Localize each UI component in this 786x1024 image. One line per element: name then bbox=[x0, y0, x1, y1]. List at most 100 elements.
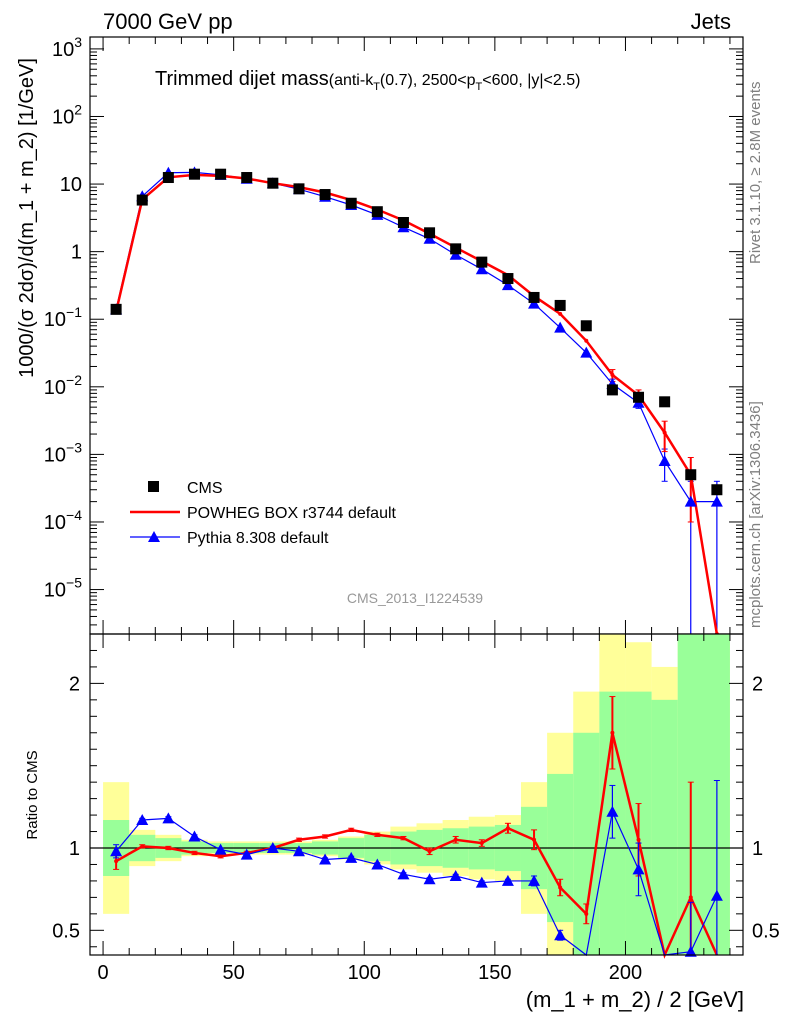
cms-point bbox=[293, 183, 305, 195]
y-tick-label: 103 bbox=[52, 34, 82, 61]
cms-point bbox=[554, 299, 566, 311]
legend-marker-cms bbox=[148, 481, 159, 492]
powheg-point bbox=[584, 338, 589, 343]
pythia-ratio-point bbox=[162, 812, 175, 824]
plot-title: Trimmed dijet mass(anti-kT(0.7), 2500<pT… bbox=[155, 68, 580, 93]
pythia-ratio-point bbox=[632, 863, 645, 875]
ratio-plot-panel: 0.5 0.5 1 1 2 2 0 50 100 150 200 bbox=[52, 633, 780, 984]
pythia-ratio-point bbox=[710, 889, 723, 901]
legend-label-powheg: POWHEG BOX r3744 default bbox=[187, 505, 397, 522]
x-tick-label: 150 bbox=[478, 962, 511, 984]
powheg-ratio-point bbox=[349, 827, 354, 832]
pythia-ratio-point bbox=[449, 869, 462, 881]
powheg-ratio-point bbox=[427, 849, 432, 854]
process-label: Jets bbox=[691, 9, 731, 34]
powheg-ratio-line bbox=[115, 732, 719, 959]
powheg-ratio-point bbox=[505, 826, 510, 831]
x-axis-label: (m_1 + m_2) / 2 [GeV] bbox=[526, 987, 744, 1012]
ratio-y-tick-label-left: 1 bbox=[69, 838, 80, 860]
pythia-point bbox=[554, 321, 567, 333]
cms-point bbox=[711, 484, 723, 496]
powheg-ratio-point bbox=[140, 844, 145, 849]
cms-point bbox=[450, 243, 462, 255]
powheg-ratio-point bbox=[636, 837, 641, 842]
pythia-line bbox=[115, 171, 717, 503]
x-tick-label: 50 bbox=[223, 962, 245, 984]
pythia-ratio-point bbox=[554, 929, 567, 941]
cms-point bbox=[685, 469, 697, 481]
ratio-ylabel: Ratio to CMS bbox=[24, 750, 41, 839]
powheg-ratio-point bbox=[114, 859, 119, 864]
powheg-ratio-point bbox=[453, 837, 458, 842]
pythia-ratio-point bbox=[292, 845, 305, 857]
powheg-ratio-point bbox=[401, 836, 406, 841]
y-tick-label: 10−4 bbox=[44, 507, 82, 534]
pythia-ratio-point bbox=[475, 876, 488, 888]
powheg-ratio-point bbox=[375, 832, 380, 837]
y-tick-label: 10−1 bbox=[44, 304, 82, 331]
powheg-ratio-point bbox=[688, 895, 693, 900]
cms-point bbox=[319, 189, 331, 201]
pythia-ratio-point bbox=[266, 842, 279, 853]
pythia-ratio-point bbox=[397, 868, 410, 880]
powheg-ratio-point bbox=[532, 837, 537, 842]
cms-point bbox=[371, 206, 383, 218]
cms-point bbox=[659, 396, 671, 408]
ratio-y-tick-label-right: 0.5 bbox=[752, 920, 780, 942]
pythia-point bbox=[475, 263, 488, 275]
cms-point bbox=[136, 194, 148, 206]
pythia-ratio-point bbox=[345, 851, 358, 863]
ratio-y-tick-label-left: 0.5 bbox=[52, 920, 80, 942]
cms-point bbox=[345, 197, 357, 209]
pythia-point bbox=[658, 454, 671, 466]
cms-point bbox=[162, 172, 174, 184]
mcplots-label: mcplots.cern.ch [arXiv:1306.3436] bbox=[747, 401, 764, 628]
legend-label-cms: CMS bbox=[187, 480, 223, 497]
cms-point bbox=[633, 391, 645, 403]
cms-point bbox=[215, 168, 227, 180]
x-tick-label: 100 bbox=[348, 962, 381, 984]
cms-point bbox=[424, 227, 436, 239]
y-tick-label: 10−2 bbox=[44, 372, 82, 399]
y-tick-label: 102 bbox=[52, 101, 82, 128]
powheg-ratio-point bbox=[479, 841, 484, 846]
pythia-ratio-point bbox=[684, 945, 697, 957]
cms-point bbox=[476, 256, 488, 268]
cms-point bbox=[188, 168, 200, 180]
watermark: CMS_2013_I1224539 bbox=[347, 590, 483, 606]
powheg-ratio-point bbox=[558, 885, 563, 890]
cms-point bbox=[397, 216, 409, 228]
pythia-ratio-point bbox=[188, 830, 201, 842]
powheg-ratio-point bbox=[296, 837, 301, 842]
powheg-point bbox=[558, 311, 563, 316]
uncertainty-band-green bbox=[677, 634, 730, 955]
cms-point bbox=[110, 303, 122, 315]
pythia-ratio-point bbox=[319, 853, 332, 865]
powheg-point bbox=[662, 430, 667, 435]
pythia-ratio-point bbox=[606, 805, 619, 817]
pythia-ratio-point bbox=[501, 874, 514, 886]
pythia-ratio-point bbox=[136, 814, 149, 826]
powheg-ratio-point bbox=[610, 730, 615, 735]
ratio-y-tick-label-left: 2 bbox=[69, 673, 80, 695]
energy-label: 7000 GeV pp bbox=[103, 9, 233, 34]
pythia-point bbox=[580, 346, 593, 358]
y-tick-label: 1 bbox=[71, 242, 82, 264]
pythia-point bbox=[528, 297, 541, 309]
rivet-label: Rivet 3.1.10, ≥ 2.8M events bbox=[747, 82, 764, 265]
cms-point bbox=[502, 273, 514, 285]
powheg-ratio-point bbox=[584, 911, 589, 916]
pythia-ratio-point bbox=[214, 843, 227, 855]
y-tick-label: 10 bbox=[60, 174, 82, 196]
powheg-ratio-point bbox=[323, 834, 328, 839]
powheg-ratio-point bbox=[166, 846, 171, 850]
cms-point bbox=[241, 172, 253, 184]
legend: CMS POWHEG BOX r3744 default Pythia 8.30… bbox=[130, 480, 397, 547]
x-tick-label: 0 bbox=[97, 962, 108, 984]
pythia-ratio-point bbox=[240, 848, 253, 860]
x-tick-label: 200 bbox=[609, 962, 642, 984]
powheg-point bbox=[610, 372, 615, 377]
legend-label-pythia: Pythia 8.308 default bbox=[187, 530, 329, 547]
